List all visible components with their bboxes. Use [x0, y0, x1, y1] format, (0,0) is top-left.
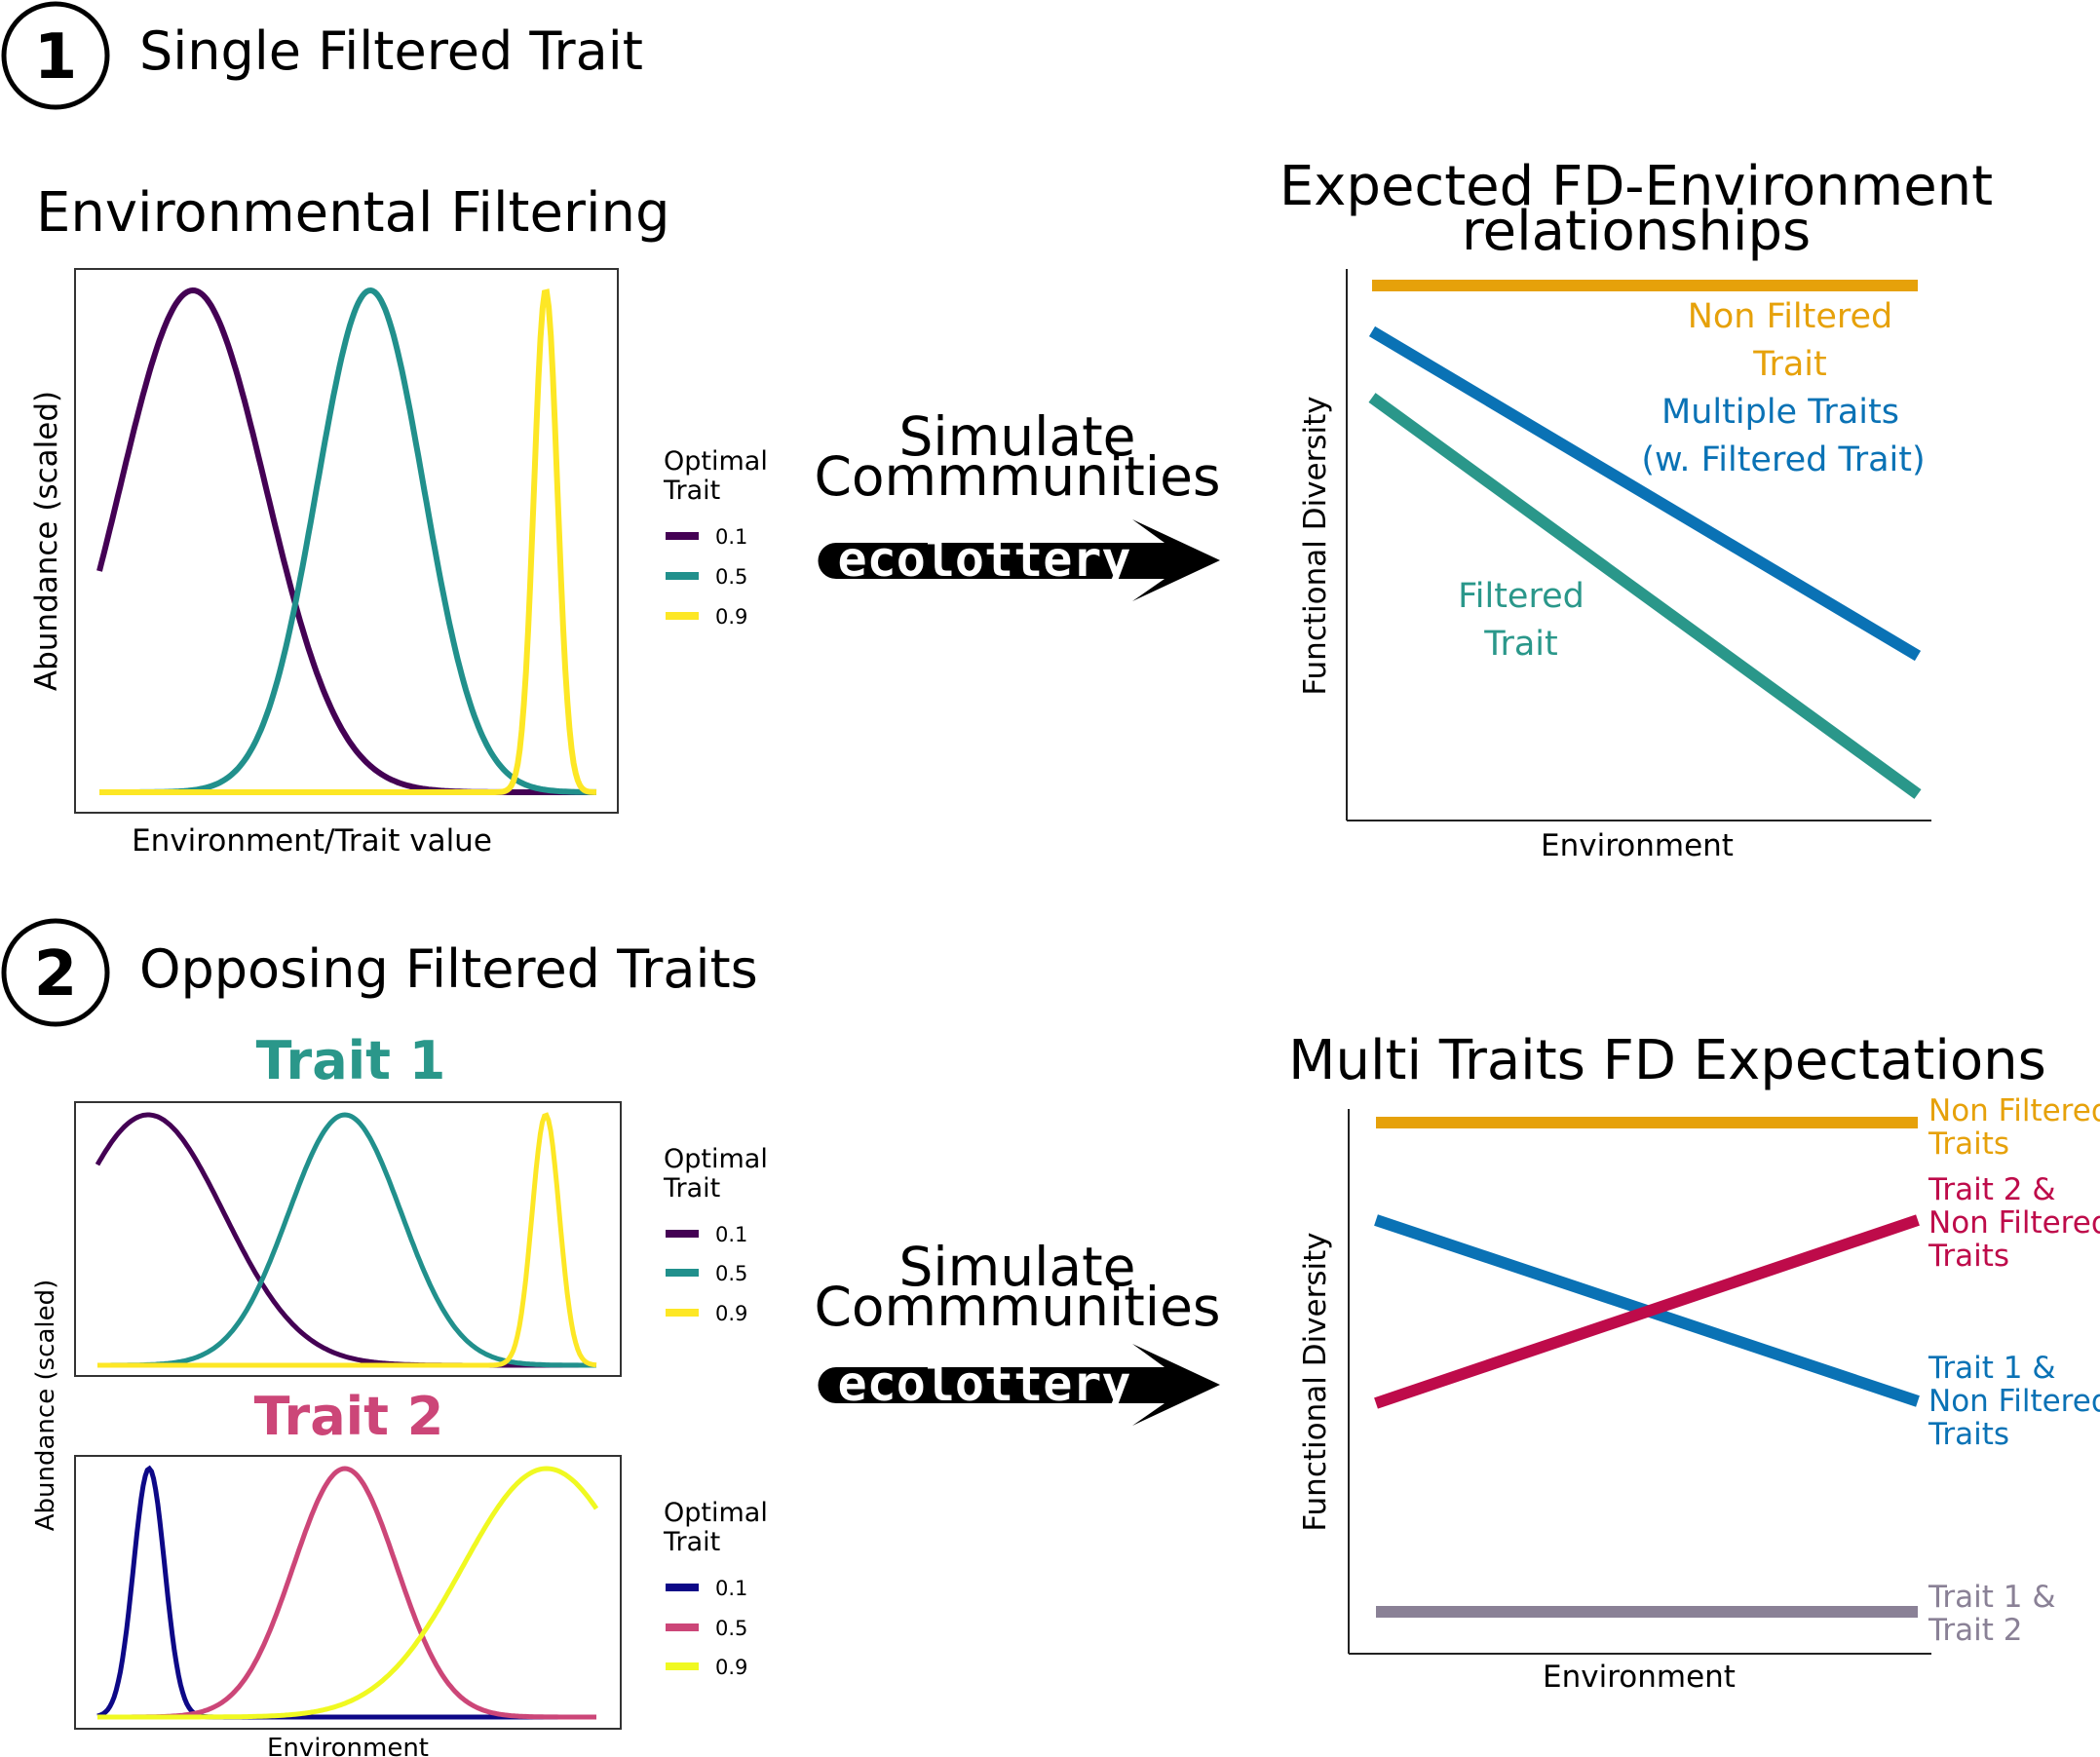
trait-1-plot-frame: [74, 1101, 622, 1377]
legend-title: Optimal: [664, 1498, 768, 1528]
legend-label: 0.5: [715, 1617, 747, 1640]
env-filtering-curves: [96, 286, 597, 795]
label-trait-1-non-filtered: Trait 1 &: [1928, 1351, 2056, 1386]
trait-1-legend: Optimal Trait 0.1 0.5 0.9: [663, 1144, 768, 1325]
label-non-filtered-trait: Trait: [1752, 345, 1827, 384]
arrow-label: Commmunities: [814, 1276, 1220, 1338]
label-non-filtered-traits: Traits: [1928, 1127, 2009, 1162]
label-multiple-traits: Multiple Traits: [1661, 393, 1899, 432]
label-trait-1-trait-2: Trait 1 &: [1928, 1580, 2056, 1615]
label-trait-1-trait-2: Trait 2: [1928, 1613, 2022, 1648]
trait-1-title: Trait 1: [256, 1030, 446, 1091]
expected-fd-title: Expected FD-Environment: [1279, 155, 1993, 218]
legend-title: Trait: [663, 1527, 720, 1557]
legend-label: 0.5: [715, 565, 747, 589]
env-filtering-ylabel: Abundance (scaled): [29, 391, 64, 691]
multi-traits-xlabel: Environment: [1543, 1660, 1736, 1695]
section-2-number: 2: [34, 938, 78, 1011]
legend-label: 0.9: [715, 1302, 747, 1325]
env-filtering-xlabel: Environment/Trait value: [132, 823, 492, 859]
arrow-shape: [818, 519, 1220, 601]
label-trait-2-non-filtered: Traits: [1928, 1239, 2009, 1274]
expected-fd-title: relationships: [1462, 200, 1811, 263]
section-2: 2 Opposing Filtered Traits Trait 1 Optim…: [1, 918, 2100, 1757]
curve-optimal-0.1: [95, 1112, 596, 1368]
section-2-xlabel: Environment: [267, 1734, 429, 1757]
legend-label: 0.1: [715, 1577, 747, 1600]
legend-label: 0.1: [715, 1223, 747, 1246]
label-multiple-traits: (w. Filtered Trait): [1641, 440, 1925, 479]
expected-fd-ylabel: Functional Diversity: [1298, 396, 1333, 695]
trait-2-curves: [96, 1465, 599, 1720]
environmental-filtering-title: Environmental Filtering: [36, 181, 670, 245]
section-2-ylabel: Abundance (scaled): [31, 1280, 60, 1532]
env-filtering-plot-frame: [74, 268, 619, 814]
section-2-badge: [1, 918, 110, 1027]
ecolottery-label: ecolottery: [837, 1356, 1130, 1412]
curve-optimal-0.1: [96, 1465, 596, 1720]
curve-optimal-0.1: [96, 286, 596, 795]
section-1-badge: [1, 1, 110, 110]
label-trait-2-non-filtered: Non Filtered: [1928, 1205, 2100, 1241]
label-non-filtered-trait: Non Filtered: [1688, 297, 1893, 336]
ecolottery-label: ecolottery: [837, 531, 1130, 588]
multi-traits-title: Multi Traits FD Expectations: [1288, 1029, 2046, 1092]
multi-traits-axes: [1348, 1109, 1931, 1655]
env-filtering-legend: Optimal Trait 0.1 0.5 0.9: [663, 446, 768, 629]
legend-label: 0.9: [715, 605, 747, 629]
legend-title: Optimal: [664, 1144, 768, 1174]
arrow-label: Simulate: [898, 405, 1135, 468]
line-filtered-trait: [1368, 393, 1922, 799]
trait-1-curves: [95, 1112, 597, 1368]
label-trait-2-non-filtered: Trait 2 &: [1928, 1172, 2056, 1207]
section-1: 1 Single Filtered Trait Environmental Fi…: [1, 1, 1993, 863]
curve-optimal-0.9: [97, 1466, 599, 1720]
legend-title: Trait: [663, 1173, 720, 1203]
arrow-shape: [818, 1344, 1220, 1426]
line-multiple-traits: [1368, 325, 1922, 662]
label-trait-1-non-filtered: Non Filtered: [1928, 1384, 2100, 1419]
section-2-title: Opposing Filtered Traits: [139, 938, 758, 1000]
arrow-label: Commmunities: [814, 445, 1220, 508]
trait-2-title: Trait 2: [254, 1386, 444, 1447]
legend-label: 0.5: [715, 1262, 747, 1285]
label-non-filtered-traits: Non Filtered: [1928, 1093, 2100, 1128]
trait-2-legend: Optimal Trait 0.1 0.5 0.9: [663, 1498, 768, 1679]
legend-label: 0.1: [715, 525, 747, 549]
expected-fd-axes: [1346, 269, 1931, 821]
expected-fd-xlabel: Environment: [1541, 828, 1734, 863]
label-filtered-trait: Trait: [1483, 625, 1558, 664]
label-trait-1-non-filtered: Traits: [1928, 1417, 2009, 1452]
trait-2-plot-frame: [74, 1455, 622, 1730]
simulate-arrow-2: Simulate Commmunities ecolottery: [814, 1236, 1221, 1426]
legend-title: Trait: [663, 476, 720, 506]
arrow-label: Simulate: [898, 1236, 1135, 1298]
curve-optimal-0.5: [97, 1466, 596, 1720]
section-1-number: 1: [34, 21, 78, 94]
label-filtered-trait: Filtered: [1458, 577, 1585, 616]
line-trait-2-non-filtered: [1374, 1214, 1920, 1409]
legend-title: Optimal: [664, 446, 768, 477]
curve-optimal-0.5: [97, 1112, 596, 1368]
simulate-arrow-1: Simulate Commmunities ecolottery: [814, 405, 1221, 601]
curve-optimal-0.9: [99, 288, 597, 795]
curve-optimal-0.9: [97, 1112, 597, 1368]
section-1-title: Single Filtered Trait: [139, 20, 643, 82]
multi-traits-ylabel: Functional Diversity: [1298, 1232, 1333, 1531]
legend-label: 0.9: [715, 1656, 747, 1679]
